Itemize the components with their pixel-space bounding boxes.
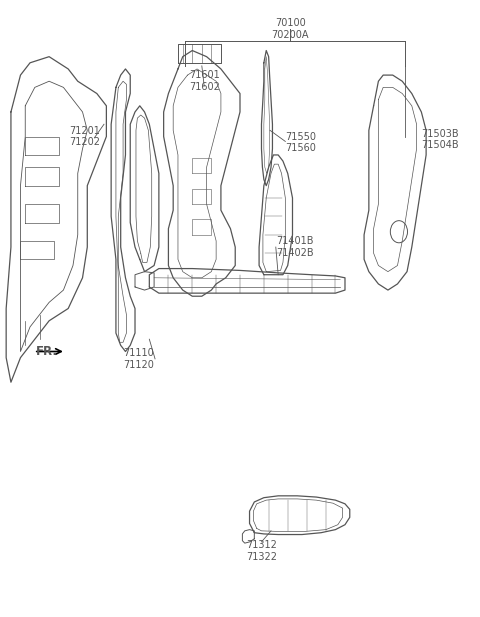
Text: 71110
71120: 71110 71120 (123, 348, 154, 370)
Text: 71401B
71402B: 71401B 71402B (276, 236, 313, 258)
Text: 70100
70200A: 70100 70200A (271, 19, 309, 40)
Text: 71312
71322: 71312 71322 (246, 540, 277, 562)
Text: 71201
71202: 71201 71202 (70, 126, 100, 147)
Text: 71550
71560: 71550 71560 (285, 132, 316, 154)
Text: FR.: FR. (36, 345, 58, 358)
Text: 71601
71602: 71601 71602 (189, 70, 220, 92)
Text: 71503B
71504B: 71503B 71504B (421, 129, 459, 151)
